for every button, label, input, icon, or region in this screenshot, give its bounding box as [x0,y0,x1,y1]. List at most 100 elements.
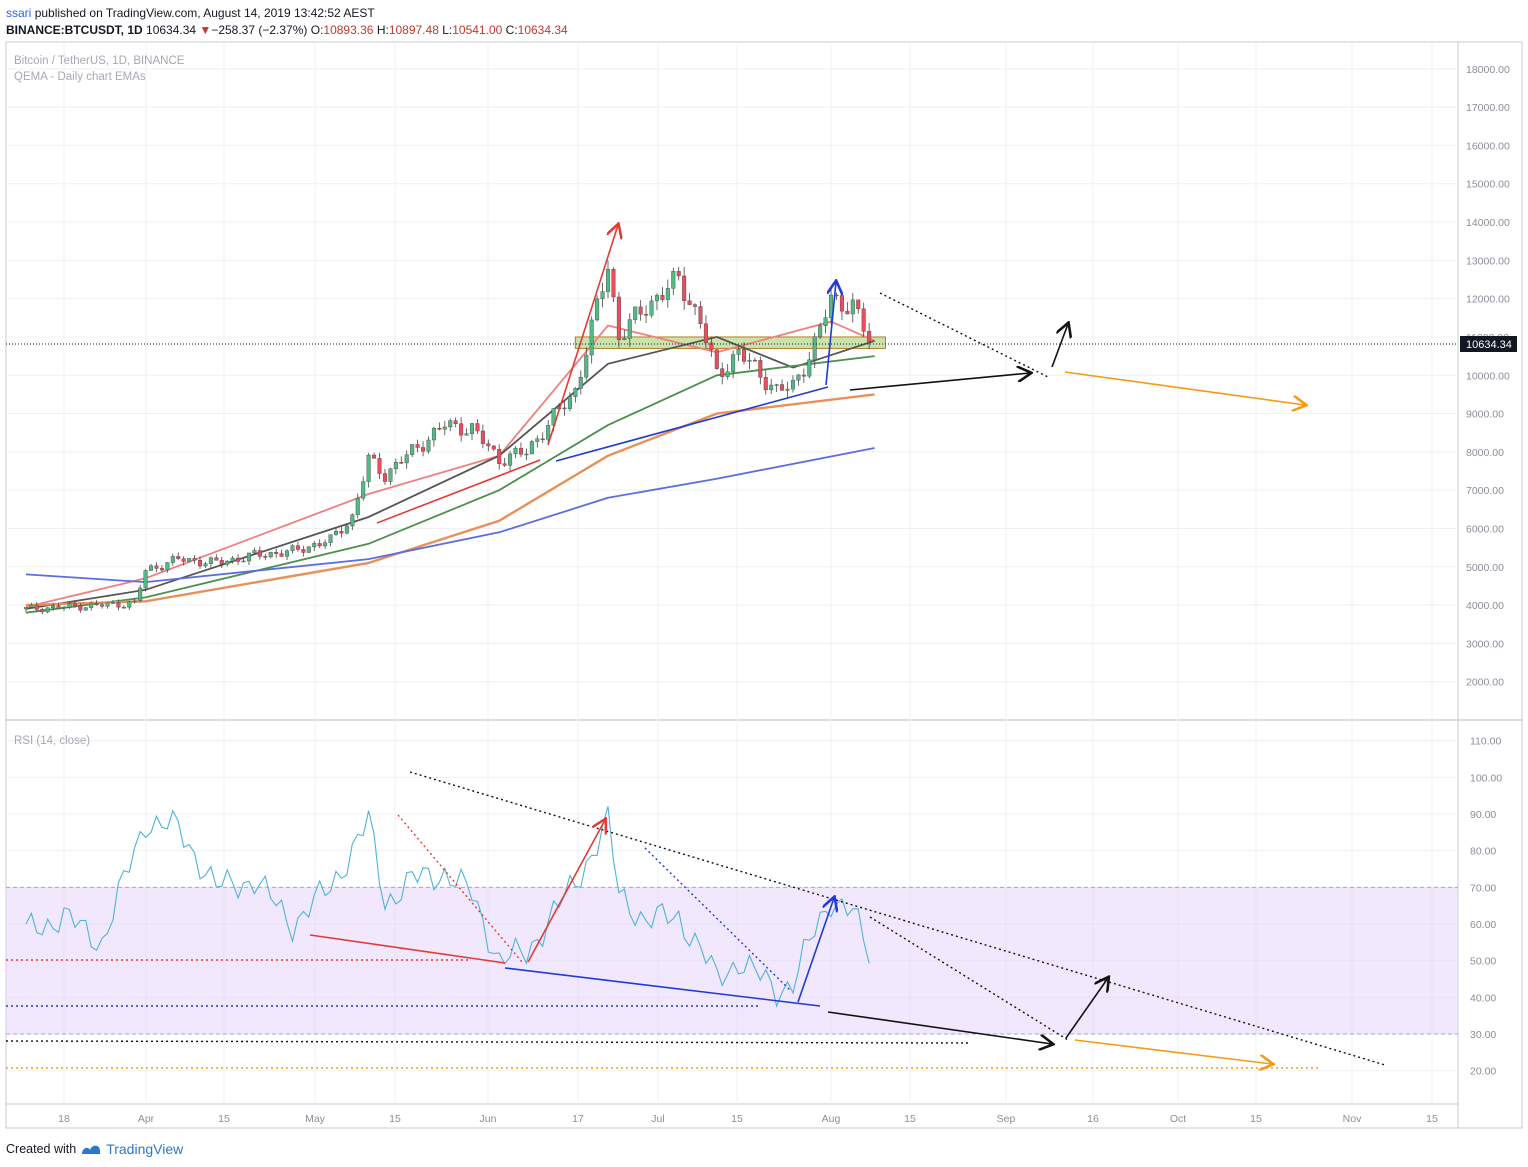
black-arrow-up-right[interactable] [1051,324,1068,368]
black-arrow-right[interactable] [849,373,1030,391]
publish-text: published on TradingView.com, August 14,… [34,6,375,20]
candle-down [742,349,747,362]
price-tick-label: 18000.00 [1466,64,1510,76]
candle-down [154,565,159,569]
candle-up [546,425,551,440]
candle-up [410,444,415,455]
candle-up [127,601,132,608]
rsi-tick-label: 20.00 [1470,1066,1496,1078]
time-tick-label: 15 [904,1113,916,1125]
black-dotted-resistance[interactable] [879,292,1051,379]
price-tick-label: 14000.00 [1466,217,1510,229]
candle-up [344,525,349,534]
candle-down [192,558,197,561]
candle-up [442,426,447,430]
rsi-blue-arrow-up[interactable] [797,898,834,1003]
candle-up [110,602,115,604]
publisher-name[interactable]: ssari [6,6,32,20]
tradingview-brand[interactable]: TradingView [106,1141,184,1157]
candle-up [774,384,779,386]
rsi-blue-trend[interactable] [504,967,821,1007]
candle-down [214,557,219,561]
price-tick-label: 4000.00 [1466,600,1504,612]
rsi-red-dotted-down[interactable] [397,814,523,963]
candle-down [274,552,279,554]
candle-up [23,607,28,610]
candle-down [491,445,496,450]
orange-arrow-right[interactable] [1064,371,1305,405]
candle-up [513,447,518,455]
publish-line: ssari published on TradingView.com, Augu… [6,6,375,20]
candle-up [584,354,589,378]
candle-down [116,602,121,608]
rsi-red-trend[interactable] [309,934,506,964]
candle-up [578,376,583,389]
rsi-black-arrow-up[interactable] [1065,978,1108,1039]
price-drawings[interactable] [6,225,1458,524]
candle-up [252,550,257,554]
candle-down [682,275,687,301]
candle-up [170,556,175,563]
candle-down [453,420,458,424]
candle-up [796,374,801,381]
red-trend-line[interactable] [376,459,541,524]
rsi-drawings[interactable] [5,771,1386,1068]
candle-down [263,556,268,558]
candle-up [524,453,529,456]
candle-up [404,454,409,464]
candle-up [823,317,828,326]
time-tick-label: 17 [572,1113,584,1125]
candle-up [595,298,600,321]
candle-up [89,602,94,608]
candle-up [654,295,659,302]
candle-down [497,449,502,464]
candle-up [306,546,311,553]
candle-up [529,441,534,455]
red-arrow-up[interactable] [547,225,618,446]
candle-up [285,550,290,557]
rsi-tick-label: 60.00 [1470,919,1496,931]
down-arrow-icon: ▼ [199,23,212,37]
price-change: −258.37 (−2.37%) [211,23,308,37]
rsi-tick-label: 40.00 [1470,992,1496,1004]
candle-down [703,323,708,344]
candle-down [480,430,485,444]
candle-up [132,600,137,602]
price-tick-label: 7000.00 [1466,485,1504,497]
ema-line-3 [25,355,875,614]
candle-up [508,453,513,466]
candle-down [159,568,164,571]
candle-up [769,384,774,391]
ema-line-5 [25,447,875,584]
candle-down [763,377,768,391]
rsi-black-dotted-level[interactable] [5,1040,971,1044]
created-with-text: Created with [6,1142,77,1156]
low-label: L: [442,23,453,37]
rsi-short-dotted-resistance[interactable] [869,916,1069,1041]
candle-down [693,304,698,307]
candle-up [589,319,594,356]
blue-arrow-up[interactable] [825,282,836,386]
candle-down [437,428,442,430]
btc-chart[interactable]: 18000.00 17000.00 16000.00 15000.00 14000.00… [0,0,1528,1140]
rsi-title: RSI (14, close) [14,735,90,747]
candle-up [230,557,235,562]
open-value: 10893.36 [323,23,374,37]
ema-lines [25,320,875,614]
rsi-orange-arrow-right[interactable] [1074,1039,1272,1064]
candle-down [399,462,404,464]
candle-up [535,438,540,442]
candle-down [72,603,77,606]
candle-up [731,354,736,372]
candle-down [382,473,387,482]
price-tick-label: 3000.00 [1466,638,1504,650]
candles [23,260,872,615]
symbol-label: BINANCE:BTCUSDT, 1D [6,23,143,37]
candle-down [611,268,616,298]
rsi-red-arrow-up[interactable] [527,820,605,963]
rsi-blue-dotted-down[interactable] [644,847,791,991]
candle-down [676,271,681,277]
rsi-black-arrow-right[interactable] [827,1011,1052,1044]
open-label: O: [310,23,324,37]
blue-trend-line[interactable] [555,386,829,462]
